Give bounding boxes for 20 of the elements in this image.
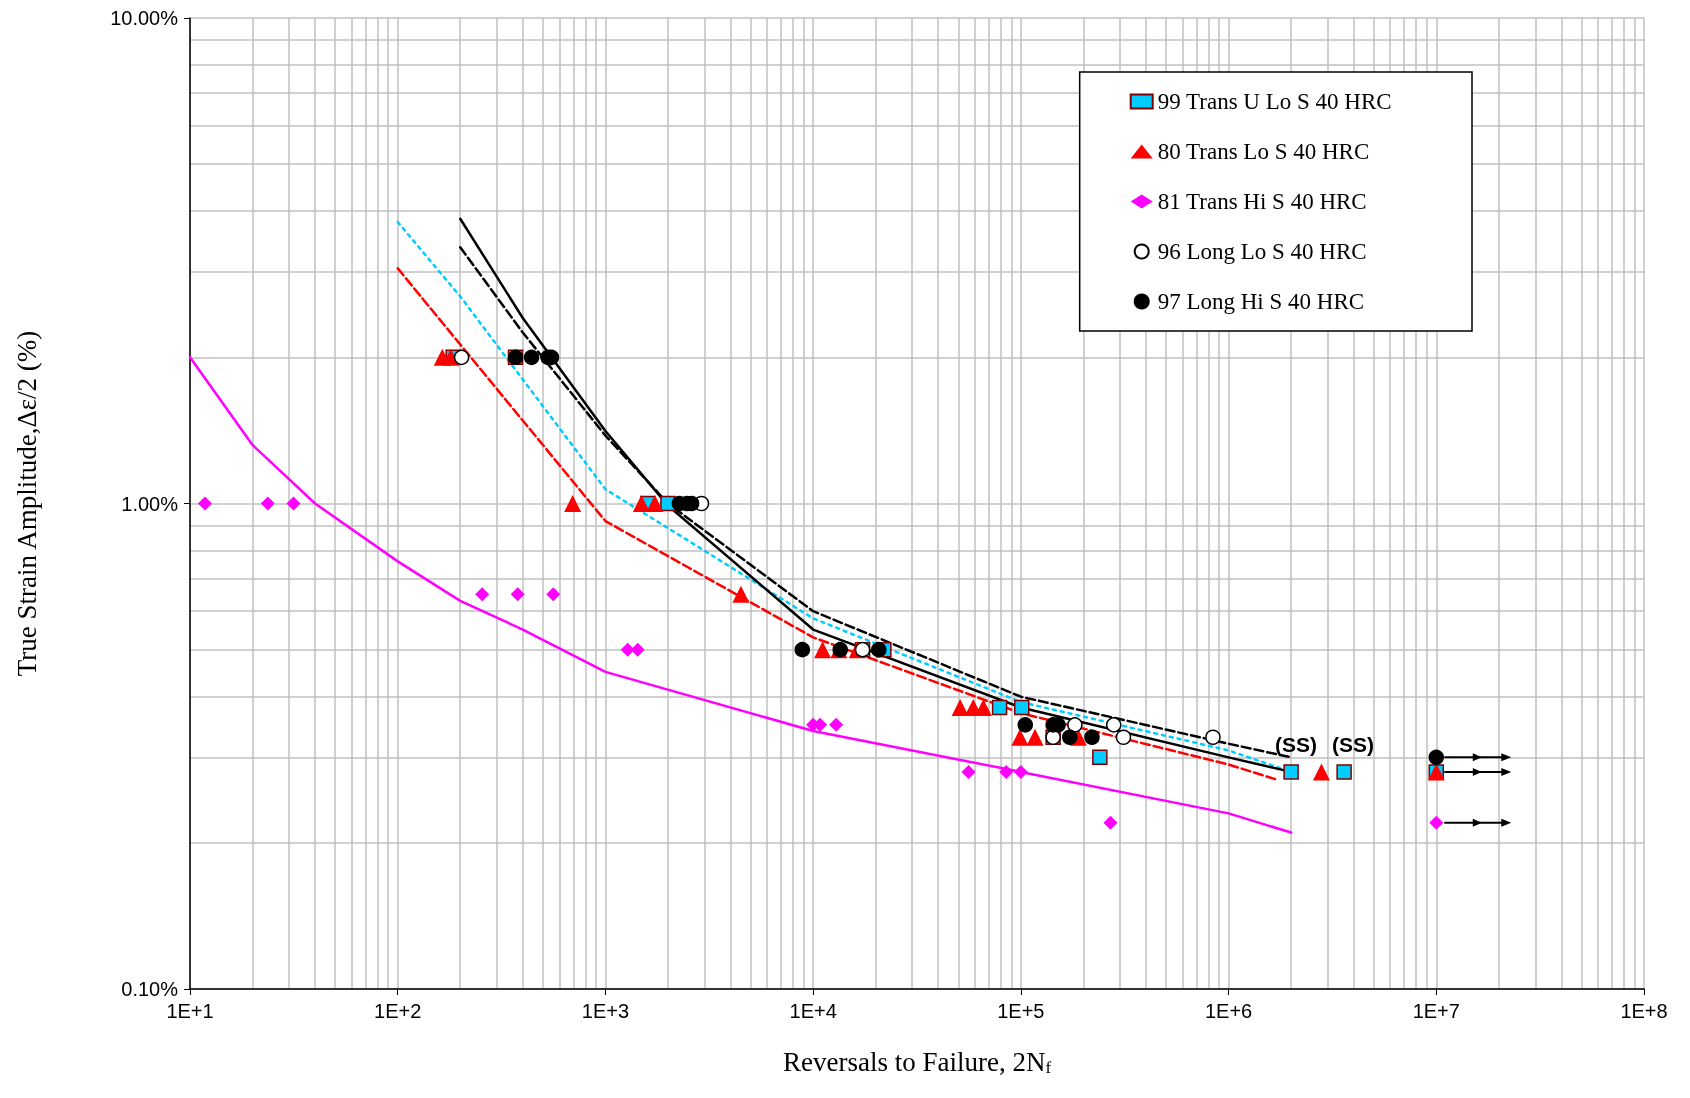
x-tick-label: 1E+2 [374, 1000, 422, 1022]
x-tick-label: 1E+1 [166, 1000, 214, 1022]
y-axis-title: True Strain Amplitude,Δε/2 (%) [11, 330, 42, 677]
x-axis-title: Reversals to Failure, 2Nf [782, 1046, 1052, 1077]
y-tick-label: 0.10% [121, 978, 179, 1000]
y-tick-label: 10.00% [110, 7, 179, 29]
x-tick-label: 1E+7 [1412, 1000, 1460, 1022]
x-tick-label: 1E+3 [581, 1000, 630, 1022]
annotation: (SS) [1332, 732, 1374, 756]
legend-label: 80 Trans Lo S 40 HRC [1157, 139, 1370, 164]
legend-label: 97 Long Hi S 40 HRC [1157, 289, 1365, 314]
legend-label: 81 Trans Hi S 40 HRC [1157, 189, 1367, 214]
y-tick-label: 1.00% [121, 492, 179, 515]
x-tick-label: 1E+5 [997, 1000, 1045, 1022]
x-tick-label: 1E+6 [1204, 1000, 1253, 1022]
x-tick-label: 1E+8 [1620, 1000, 1668, 1022]
x-tick-label: 1E+4 [789, 1000, 837, 1022]
legend-label: 96 Long Lo S 40 HRC [1157, 239, 1367, 264]
annotation: (SS) [1275, 732, 1317, 756]
legend-label: 99 Trans U Lo S 40 HRC [1157, 89, 1392, 114]
